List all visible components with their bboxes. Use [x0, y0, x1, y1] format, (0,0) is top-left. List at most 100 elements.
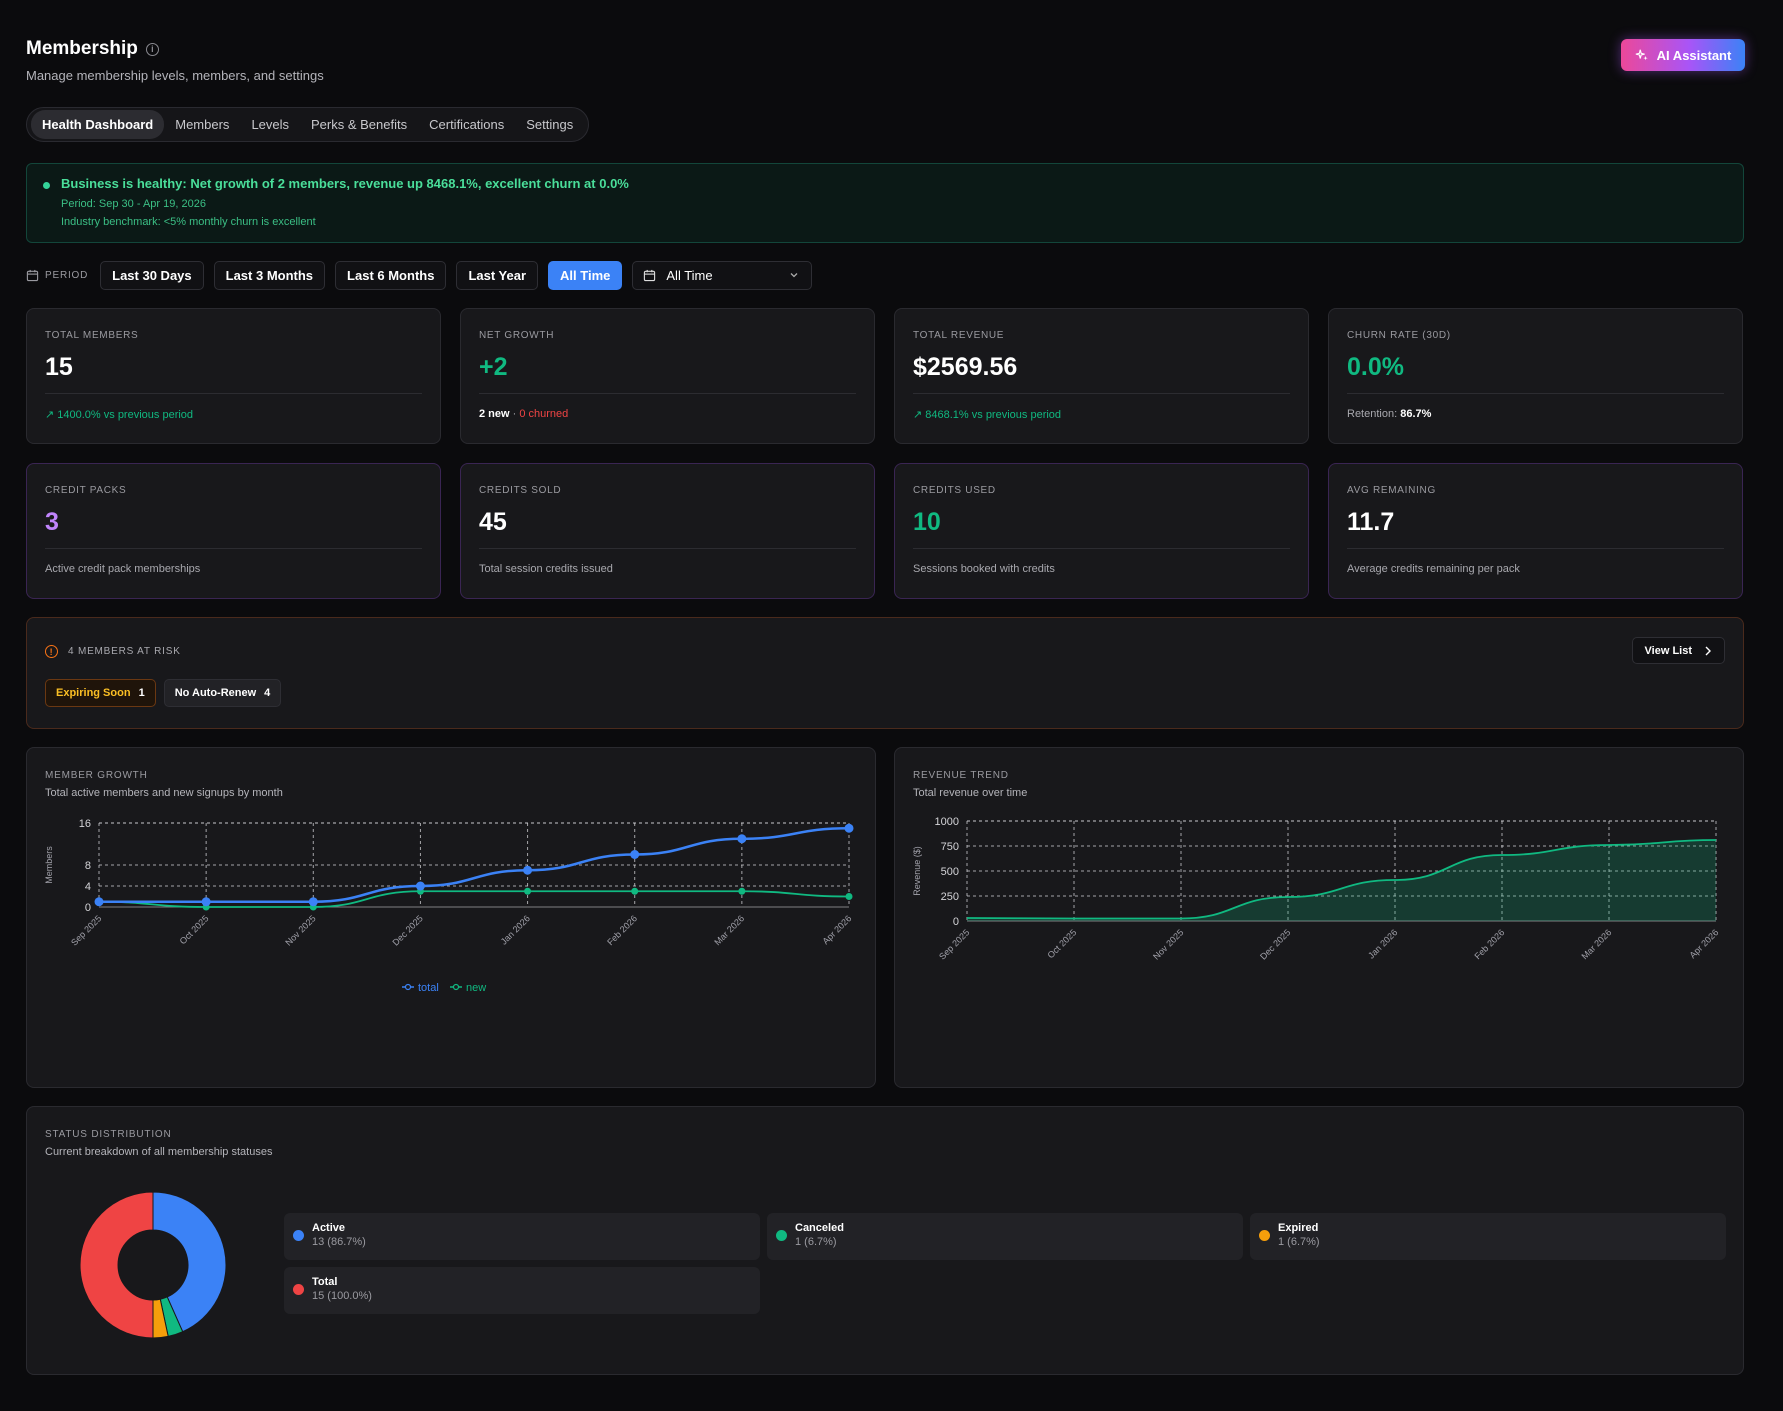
- tab-settings[interactable]: Settings: [526, 117, 574, 132]
- period-all-time-button[interactable]: All Time: [548, 261, 623, 290]
- health-status-dot: [43, 182, 50, 189]
- calendar-icon: [644, 269, 656, 282]
- data-point-total: [630, 850, 640, 859]
- data-point-new: [631, 887, 639, 895]
- ai-assistant-label: AI Assistant: [1656, 47, 1732, 63]
- legend-value: 15 (100.0%): [312, 1290, 372, 1302]
- badge-label: Expiring Soon: [56, 687, 131, 699]
- tab-members[interactable]: Members: [175, 117, 230, 132]
- y-tick-label: 4: [85, 881, 91, 893]
- data-point-new: [845, 893, 853, 900]
- legend-item-canceled: Canceled 1 (6.7%): [767, 1213, 1243, 1260]
- legend-dot: [293, 1284, 304, 1295]
- y-tick-label: 16: [79, 818, 91, 830]
- period-last-year-button[interactable]: Last Year: [456, 261, 539, 290]
- member-growth-chart: 0 4 8 16 Sep 2025 Oct 2025 Nov 2025 Dec 2025 Jan…: [44, 818, 854, 994]
- risk-title: ! 4 MEMBERS AT RISK: [45, 645, 181, 658]
- x-tick-label: Mar 2026: [712, 913, 746, 947]
- x-tick-label: Sep 2025: [69, 913, 103, 947]
- risk-title-text: 4 MEMBERS AT RISK: [68, 646, 181, 657]
- member-growth-card: MEMBER GROWTH Total active members and n…: [26, 747, 876, 1088]
- card-label: CHURN RATE (30D): [1347, 330, 1451, 341]
- ai-assistant-button[interactable]: AI Assistant: [1621, 39, 1745, 71]
- health-message: Business is healthy: Net growth of 2 mem…: [61, 176, 629, 191]
- period-last-3-months-button[interactable]: Last 3 Months: [213, 261, 326, 290]
- card-footer: Retention: 86.7%: [1347, 408, 1724, 420]
- data-point-total: [201, 897, 211, 907]
- legend-value: 1 (6.7%): [1278, 1236, 1320, 1248]
- y-tick-label: 750: [941, 841, 959, 853]
- legend-name: Active: [312, 1222, 346, 1234]
- page-title: Membership: [26, 38, 138, 59]
- card-value: 45: [479, 508, 507, 536]
- card-footer: ↗ 8468.1% vs previous period: [913, 408, 1290, 421]
- period-label-text: PERIOD: [45, 270, 89, 281]
- tab-perks-benefits[interactable]: Perks & Benefits: [311, 117, 408, 132]
- tab-health-dashboard[interactable]: Health Dashboard: [31, 110, 165, 139]
- credits-used-card: CREDITS USED 10 Sessions booked with cre…: [894, 463, 1309, 599]
- churned-count: 0 churned: [519, 408, 569, 420]
- revenue-area: [967, 840, 1716, 921]
- period-select[interactable]: All Time: [632, 261, 813, 290]
- card-value: $2569.56: [913, 353, 1018, 381]
- card-value: 0.0%: [1347, 353, 1404, 381]
- card-label: CREDITS USED: [913, 485, 996, 496]
- card-footer: Sessions booked with credits: [913, 563, 1055, 575]
- net-growth-card: NET GROWTH +2 2 new · 0 churned: [460, 308, 875, 444]
- credit-packs-card: CREDIT PACKS 3 Active credit pack member…: [26, 463, 441, 599]
- legend-marker-new: [452, 983, 460, 991]
- tab-certifications[interactable]: Certifications: [429, 117, 505, 132]
- badge-count: 1: [138, 687, 145, 699]
- y-tick-label: 0: [85, 902, 91, 914]
- alert-circle-icon: !: [45, 645, 58, 658]
- page-header: Membership i Manage membership levels, m…: [26, 38, 324, 83]
- revenue-trend-chart: 0 250 500 750 1000 Sep 2025 Oct 2025 Nov 2025 De…: [912, 816, 1721, 962]
- legend-name: Total: [312, 1276, 338, 1288]
- x-tick-label: Dec 2025: [391, 913, 425, 947]
- chart-title: MEMBER GROWTH: [45, 770, 148, 781]
- no-auto-renew-badge[interactable]: No Auto-Renew 4: [163, 679, 282, 707]
- legend-item-total: Total 15 (100.0%): [284, 1267, 760, 1314]
- revenue-line: [966, 839, 1717, 920]
- card-footer: 2 new · 0 churned: [479, 408, 569, 420]
- total-revenue-card: TOTAL REVENUE $2569.56 ↗ 8468.1% vs prev…: [894, 308, 1309, 444]
- chart-subtitle: Total active members and new signups by …: [45, 787, 283, 799]
- y-tick-label: 500: [941, 866, 959, 878]
- total-members-card: TOTAL MEMBERS 15 ↗ 1400.0% vs previous p…: [26, 308, 441, 444]
- info-icon[interactable]: i: [145, 42, 159, 56]
- expiring-soon-badge[interactable]: Expiring Soon 1: [45, 679, 156, 707]
- status-donut-chart: [79, 1191, 227, 1339]
- page-subtitle: Manage membership levels, members, and s…: [26, 68, 324, 83]
- x-tick-label: Apr 2026: [1688, 927, 1721, 960]
- tab-bar: Health Dashboard Members Levels Perks & …: [26, 107, 590, 142]
- retention-label: Retention:: [1347, 408, 1398, 420]
- y-tick-label: 250: [941, 891, 959, 903]
- card-footer-text: 8468.1% vs previous period: [925, 409, 1062, 421]
- trend-up-icon: ↗: [45, 409, 58, 421]
- period-last-30-days-button[interactable]: Last 30 Days: [100, 261, 204, 290]
- card-value: +2: [479, 353, 508, 381]
- series-line-new: [98, 890, 850, 908]
- card-label: TOTAL MEMBERS: [45, 330, 139, 341]
- sparkle-icon: [1635, 49, 1648, 61]
- chart-title: REVENUE TREND: [913, 770, 1009, 781]
- tab-levels[interactable]: Levels: [251, 117, 290, 132]
- donut-slice-active: [152, 1191, 227, 1333]
- y-axis-label: Revenue ($): [912, 846, 922, 896]
- y-tick-label: 0: [953, 916, 959, 928]
- period-label: PERIOD: [26, 269, 88, 282]
- health-banner: Business is healthy: Net growth of 2 mem…: [26, 163, 1744, 243]
- data-point-total: [94, 897, 104, 907]
- view-list-label: View List: [1644, 644, 1692, 657]
- members-at-risk-panel: ! 4 MEMBERS AT RISK View List Expiring S…: [26, 617, 1744, 729]
- x-tick-label: Apr 2026: [821, 913, 854, 946]
- x-tick-label: Feb 2026: [1472, 927, 1506, 961]
- view-list-button[interactable]: View List: [1631, 637, 1725, 664]
- legend-dot: [776, 1230, 787, 1241]
- status-distribution-card: STATUS DISTRIBUTION Current breakdown of…: [26, 1106, 1744, 1375]
- legend-dot: [293, 1230, 304, 1241]
- chart-subtitle: Total revenue over time: [913, 787, 1028, 799]
- x-tick-label: Jan 2026: [1366, 927, 1399, 960]
- period-last-6-months-button[interactable]: Last 6 Months: [335, 261, 447, 290]
- trend-up-icon: ↗: [913, 409, 926, 421]
